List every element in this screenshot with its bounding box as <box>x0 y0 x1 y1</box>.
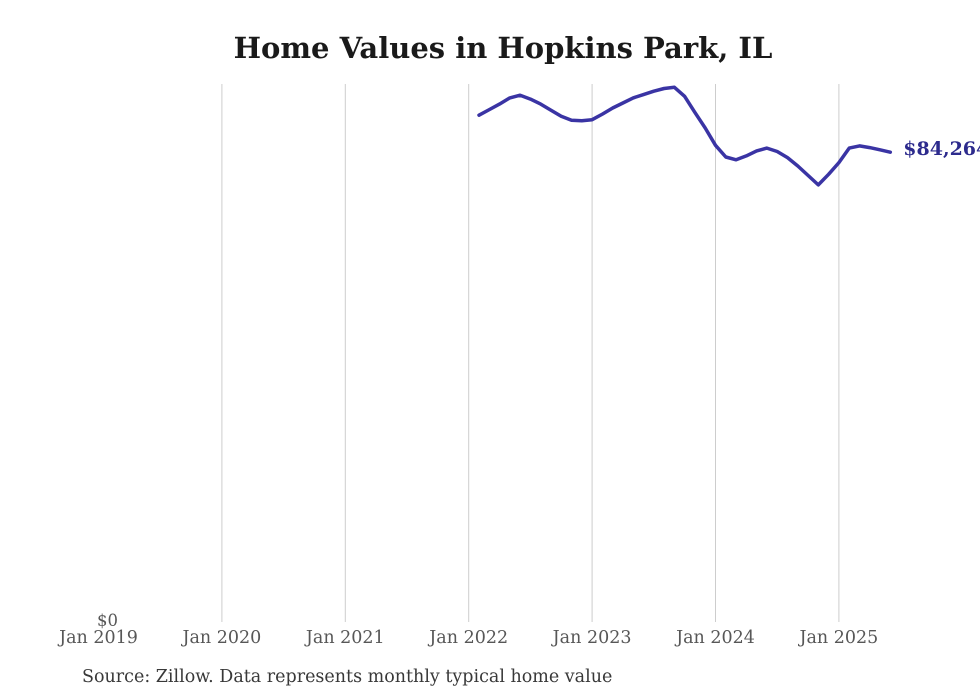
end-value-label: $84,264 <box>903 138 980 160</box>
x-axis-tick-label: Jan 2023 <box>551 628 632 648</box>
x-axis-tick-label: Jan 2019 <box>57 628 138 648</box>
y-axis-zero-label: $0 <box>97 611 118 630</box>
x-axis-tick-label: Jan 2022 <box>427 628 508 648</box>
x-axis-tick-label: Jan 2025 <box>797 628 878 648</box>
x-axis-labels: Jan 2019 Jan 2020 Jan 2021 Jan 2022 Jan 2023… <box>57 628 878 648</box>
source-note: Source: Zillow. Data represents monthly … <box>82 667 612 687</box>
x-axis-tick-label: Jan 2021 <box>304 628 385 648</box>
x-axis-tick-label: Jan 2024 <box>674 628 755 648</box>
x-axis-tick-label: Jan 2020 <box>180 628 261 648</box>
chart-title: Home Values in Hopkins Park, IL <box>234 31 773 65</box>
gridlines <box>221 84 840 622</box>
value-line <box>477 85 893 187</box>
